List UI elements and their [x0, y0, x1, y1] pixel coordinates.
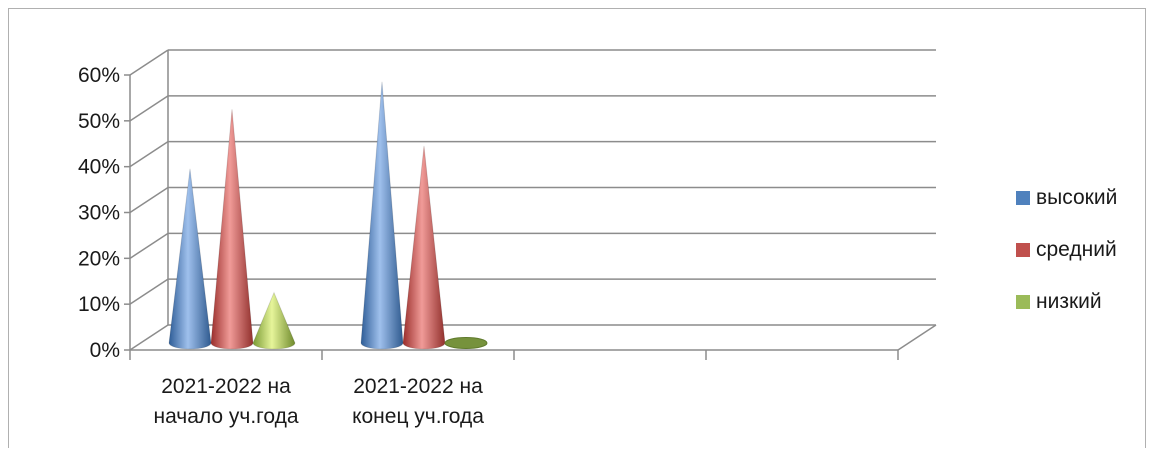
y-tick-label: 30% [78, 202, 120, 225]
chart-area [8, 8, 1146, 448]
legend-label: средний [1036, 238, 1117, 261]
legend-swatch-icon [1016, 295, 1030, 309]
legend-swatch-icon [1016, 191, 1030, 205]
gridline-depth [129, 49, 169, 76]
y-tick-label: 40% [78, 156, 120, 179]
gridline-depth [129, 186, 169, 214]
gridline-depth [129, 95, 169, 122]
y-tick-label: 50% [78, 110, 120, 133]
cone-низкий [444, 337, 488, 349]
cone-средний [210, 109, 254, 350]
cone-высокий [168, 168, 212, 350]
y-tick-label: 60% [78, 64, 120, 87]
legend-item-vysokiy: высокий [1016, 172, 1146, 224]
gridline-depth [129, 141, 169, 168]
legend-item-sredniy: средний [1016, 224, 1146, 276]
cone-низкий [252, 291, 296, 350]
x-tick-label: 2021-2022 на [161, 375, 291, 398]
cone-высокий [360, 81, 404, 350]
gridline-depth [129, 278, 169, 305]
legend-item-nizkiy: низкий [1016, 276, 1146, 328]
y-tick-label: 10% [78, 293, 120, 316]
legend-label: высокий [1036, 186, 1118, 209]
y-tick-label: 0% [90, 339, 120, 362]
x-tick-label: начало уч.года [153, 405, 298, 428]
gridline-depth [129, 324, 169, 351]
x-tick-label: 2021-2022 на [353, 375, 483, 398]
y-tick-label: 20% [78, 247, 120, 270]
legend: высокий средний низкий [1016, 172, 1146, 328]
x-tick-label: конец уч.года [352, 405, 484, 428]
legend-swatch-icon [1016, 243, 1030, 257]
gridline-depth [129, 232, 169, 259]
legend-label: низкий [1036, 290, 1102, 313]
cone-средний [402, 145, 446, 350]
floor-edge [897, 324, 937, 351]
